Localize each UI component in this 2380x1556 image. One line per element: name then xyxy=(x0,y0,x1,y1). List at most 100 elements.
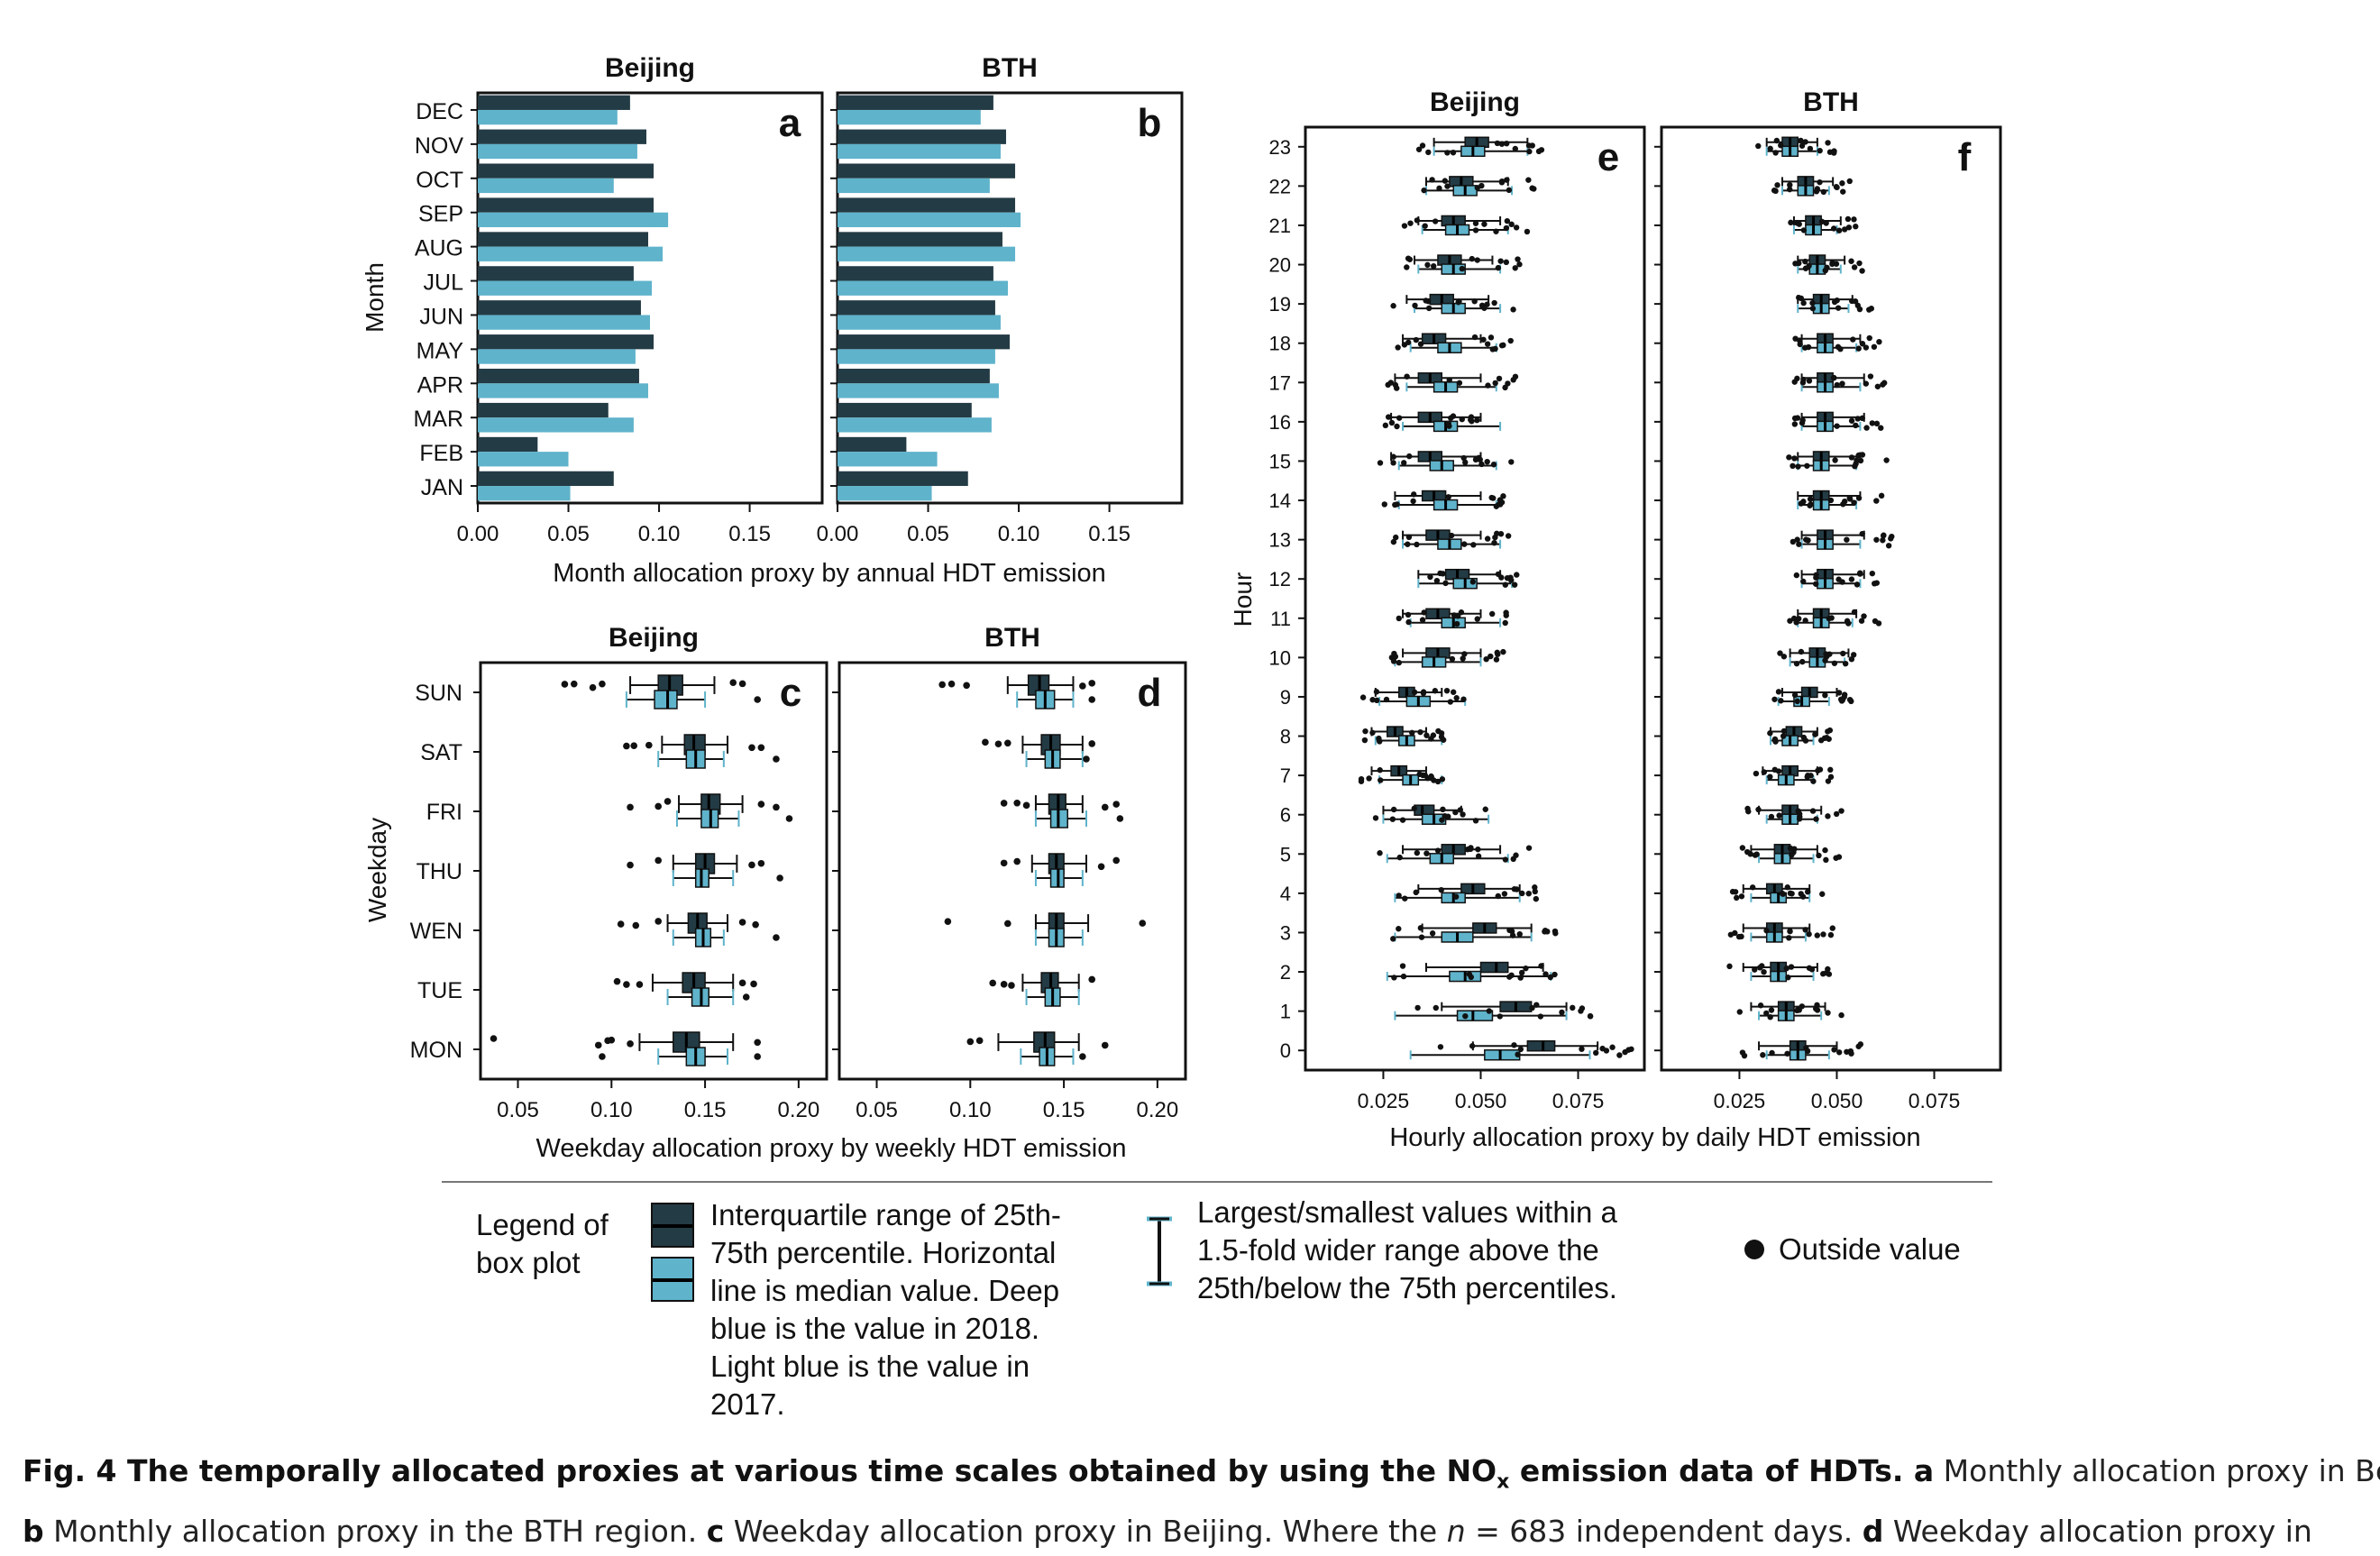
outlier-e-h12 xyxy=(1495,571,1502,578)
outlier-e-h1 xyxy=(1462,1012,1469,1020)
outlier-e-h19 xyxy=(1471,297,1478,305)
outlier-f-h4 xyxy=(1819,891,1826,897)
legend-whisker-line: 25th/below the 75th percentiles. xyxy=(1197,1271,1617,1304)
outlier-f-h23 xyxy=(1807,145,1814,152)
outlier-f-h7 xyxy=(1767,773,1773,780)
outlier-c-SUN xyxy=(561,681,569,688)
outlier-f-h18 xyxy=(1863,344,1870,351)
outlier-f-h11 xyxy=(1875,620,1882,627)
outlier-c-MON xyxy=(490,1035,498,1042)
outlier-e-h8 xyxy=(1409,729,1415,737)
outlier-e-h11 xyxy=(1405,611,1412,618)
outlier-e-h14 xyxy=(1490,495,1497,501)
outlier-f-h10 xyxy=(1826,651,1833,657)
outlier-e-h12 xyxy=(1504,575,1511,581)
outlier-f-h6 xyxy=(1838,808,1844,814)
outlier-c-MON xyxy=(599,1053,606,1060)
outlier-e-h23 xyxy=(1450,150,1457,156)
bar-b-2017-SEP xyxy=(838,212,1021,228)
outlier-f-h2 xyxy=(1823,969,1830,976)
outlier-f-h10 xyxy=(1799,658,1806,665)
ytick-label-h13: 13 xyxy=(1269,529,1291,552)
outlier-f-h2 xyxy=(1726,963,1733,970)
outlier-f-h14 xyxy=(1855,495,1863,501)
outlier-f-h17 xyxy=(1863,380,1870,387)
outlier-f-h19 xyxy=(1809,299,1816,307)
outlier-c-FRI xyxy=(785,815,793,822)
outlier-f-h21 xyxy=(1818,218,1826,225)
outlier-c-WEN xyxy=(752,920,759,929)
outlier-e-h16 xyxy=(1382,422,1389,429)
bar-b-2018-JUL xyxy=(838,266,993,281)
outlier-d-WEN xyxy=(1004,920,1012,928)
box-e-2017-h1-box xyxy=(1456,1010,1494,1021)
outlier-e-h2 xyxy=(1517,975,1524,981)
outlier-e-h6 xyxy=(1411,805,1417,811)
outlier-c-THU xyxy=(776,874,783,882)
outlier-c-SUN xyxy=(599,680,606,688)
outlier-f-h6 xyxy=(1745,808,1752,815)
outlier-e-h4 xyxy=(1402,895,1408,902)
outlier-e-h17 xyxy=(1446,377,1452,383)
outlier-e-h15 xyxy=(1478,461,1485,468)
outlier-f-h5 xyxy=(1790,849,1797,856)
weekday-y-axis-title: Weekday xyxy=(363,818,391,922)
outlier-f-h21 xyxy=(1788,219,1794,226)
outlier-d-MON xyxy=(1079,1053,1086,1060)
outlier-f-h9 xyxy=(1771,696,1778,702)
outlier-e-h9 xyxy=(1420,689,1427,695)
outlier-e-h15 xyxy=(1390,453,1396,460)
outlier-e-h17 xyxy=(1512,373,1519,380)
outlier-e-h17 xyxy=(1404,373,1410,380)
outlier-f-h6 xyxy=(1833,810,1840,818)
outlier-e-h13 xyxy=(1414,541,1420,548)
outlier-f-h4 xyxy=(1798,891,1804,897)
bar-b-2017-MAR xyxy=(838,417,992,433)
outlier-d-MON xyxy=(966,1038,975,1046)
outlier-f-h4 xyxy=(1804,889,1811,895)
outlier-d-SUN xyxy=(963,682,970,690)
outlier-f-h18 xyxy=(1859,341,1866,347)
bar-a-2017-JUN xyxy=(478,315,650,330)
outlier-f-h4 xyxy=(1729,888,1736,895)
outlier-e-h21 xyxy=(1472,227,1479,233)
panel-f-letter: f xyxy=(1958,135,1972,179)
outlier-f-h22 xyxy=(1839,180,1845,187)
outlier-f-h6 xyxy=(1755,806,1762,813)
outlier-e-h4 xyxy=(1413,889,1419,896)
outlier-f-h4 xyxy=(1779,890,1786,897)
outlier-f-h8 xyxy=(1826,727,1834,734)
outlier-f-h17 xyxy=(1874,383,1881,389)
outlier-c-SUN xyxy=(738,680,746,688)
outlier-e-h13 xyxy=(1393,534,1399,541)
outlier-c-MON xyxy=(627,1040,634,1048)
outlier-d-SUN xyxy=(938,681,946,689)
outlier-d-TUE xyxy=(989,979,997,987)
ytick-label-h8: 8 xyxy=(1280,726,1291,748)
hour-y-axis-title: Hour xyxy=(1229,572,1257,627)
bar-b-2018-NOV xyxy=(838,129,1006,144)
outlier-f-h10 xyxy=(1840,650,1846,657)
ytick-label-OCT: OCT xyxy=(416,168,463,193)
outlier-e-h2 xyxy=(1538,963,1544,969)
outlier-f-h15 xyxy=(1795,463,1801,470)
outlier-c-FRI xyxy=(757,801,765,808)
outlier-e-h5 xyxy=(1475,846,1481,853)
outlier-e-h4 xyxy=(1495,892,1501,900)
xtick-label-b: 0.10 xyxy=(998,522,1040,546)
outlier-f-h16 xyxy=(1859,415,1865,422)
outlier-c-MON xyxy=(608,1036,616,1044)
outlier-f-h1 xyxy=(1838,1011,1844,1019)
outlier-e-h6 xyxy=(1472,818,1479,824)
outlier-e-h12 xyxy=(1511,581,1518,588)
outlier-f-h0 xyxy=(1804,1048,1811,1055)
outlier-e-h20 xyxy=(1406,256,1414,262)
outlier-f-h23 xyxy=(1798,137,1804,144)
outlier-f-h21 xyxy=(1841,226,1848,233)
outlier-f-h16 xyxy=(1869,420,1875,426)
outlier-e-h5 xyxy=(1525,845,1533,851)
ytick-label-SEP: SEP xyxy=(418,202,463,227)
outlier-f-h11 xyxy=(1802,618,1808,624)
outlier-e-h23 xyxy=(1444,150,1451,156)
outlier-e-h17 xyxy=(1456,380,1463,386)
